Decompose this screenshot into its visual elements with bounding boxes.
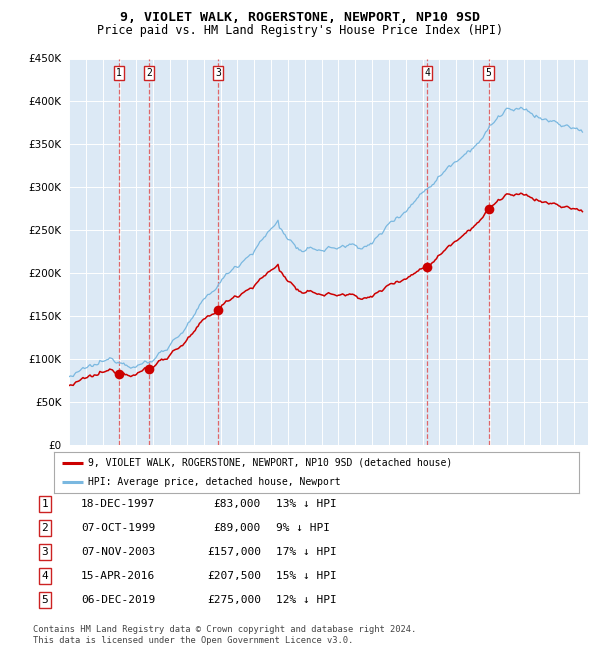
Text: £83,000: £83,000 xyxy=(214,499,261,509)
Text: 18-DEC-1997: 18-DEC-1997 xyxy=(81,499,155,509)
Text: 9, VIOLET WALK, ROGERSTONE, NEWPORT, NP10 9SD (detached house): 9, VIOLET WALK, ROGERSTONE, NEWPORT, NP1… xyxy=(88,458,452,468)
Text: 5: 5 xyxy=(41,595,49,605)
Text: 1: 1 xyxy=(41,499,49,509)
Text: 4: 4 xyxy=(424,68,430,78)
Text: £89,000: £89,000 xyxy=(214,523,261,533)
Text: 3: 3 xyxy=(215,68,221,78)
Text: 15% ↓ HPI: 15% ↓ HPI xyxy=(276,571,337,581)
Text: 12% ↓ HPI: 12% ↓ HPI xyxy=(276,595,337,605)
Text: 3: 3 xyxy=(41,547,49,557)
Text: 4: 4 xyxy=(41,571,49,581)
Text: 17% ↓ HPI: 17% ↓ HPI xyxy=(276,547,337,557)
Text: 1: 1 xyxy=(116,68,122,78)
Text: Price paid vs. HM Land Registry's House Price Index (HPI): Price paid vs. HM Land Registry's House … xyxy=(97,24,503,37)
Text: HPI: Average price, detached house, Newport: HPI: Average price, detached house, Newp… xyxy=(88,476,341,487)
Text: 2: 2 xyxy=(41,523,49,533)
Text: 15-APR-2016: 15-APR-2016 xyxy=(81,571,155,581)
Text: 5: 5 xyxy=(485,68,491,78)
Text: 9% ↓ HPI: 9% ↓ HPI xyxy=(276,523,330,533)
Text: 9, VIOLET WALK, ROGERSTONE, NEWPORT, NP10 9SD: 9, VIOLET WALK, ROGERSTONE, NEWPORT, NP1… xyxy=(120,11,480,24)
Text: 07-OCT-1999: 07-OCT-1999 xyxy=(81,523,155,533)
Text: 06-DEC-2019: 06-DEC-2019 xyxy=(81,595,155,605)
Text: 13% ↓ HPI: 13% ↓ HPI xyxy=(276,499,337,509)
Text: 07-NOV-2003: 07-NOV-2003 xyxy=(81,547,155,557)
Text: £157,000: £157,000 xyxy=(207,547,261,557)
Text: £207,500: £207,500 xyxy=(207,571,261,581)
Text: 2: 2 xyxy=(146,68,152,78)
Text: Contains HM Land Registry data © Crown copyright and database right 2024.
This d: Contains HM Land Registry data © Crown c… xyxy=(33,625,416,645)
Text: £275,000: £275,000 xyxy=(207,595,261,605)
